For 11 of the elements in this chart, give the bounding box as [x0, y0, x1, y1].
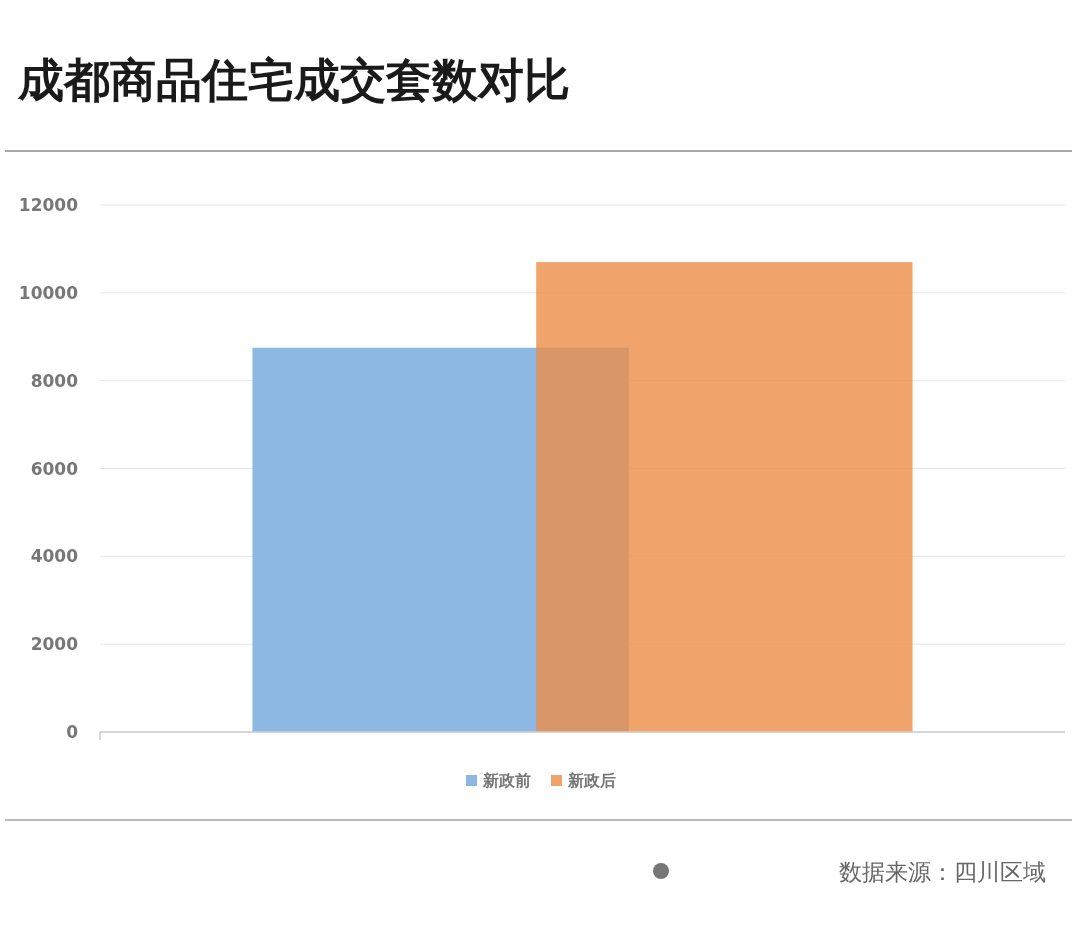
chart-title: 成都商品住宅成交套数对比	[17, 53, 570, 107]
y-tick-label: 2000	[30, 634, 79, 655]
y-tick-label: 0	[66, 722, 79, 742]
legend-label: 新政前	[482, 771, 531, 790]
y-tick-label: 4000	[30, 546, 79, 567]
y-tick-label: 12000	[18, 195, 79, 215]
y-tick-label: 6000	[30, 458, 79, 479]
legend-label: 新政后	[567, 771, 616, 790]
source-note: 数据来源：四川区域	[839, 859, 1046, 885]
y-tick-label: 10000	[18, 282, 79, 303]
y-tick-label: 8000	[30, 370, 79, 391]
